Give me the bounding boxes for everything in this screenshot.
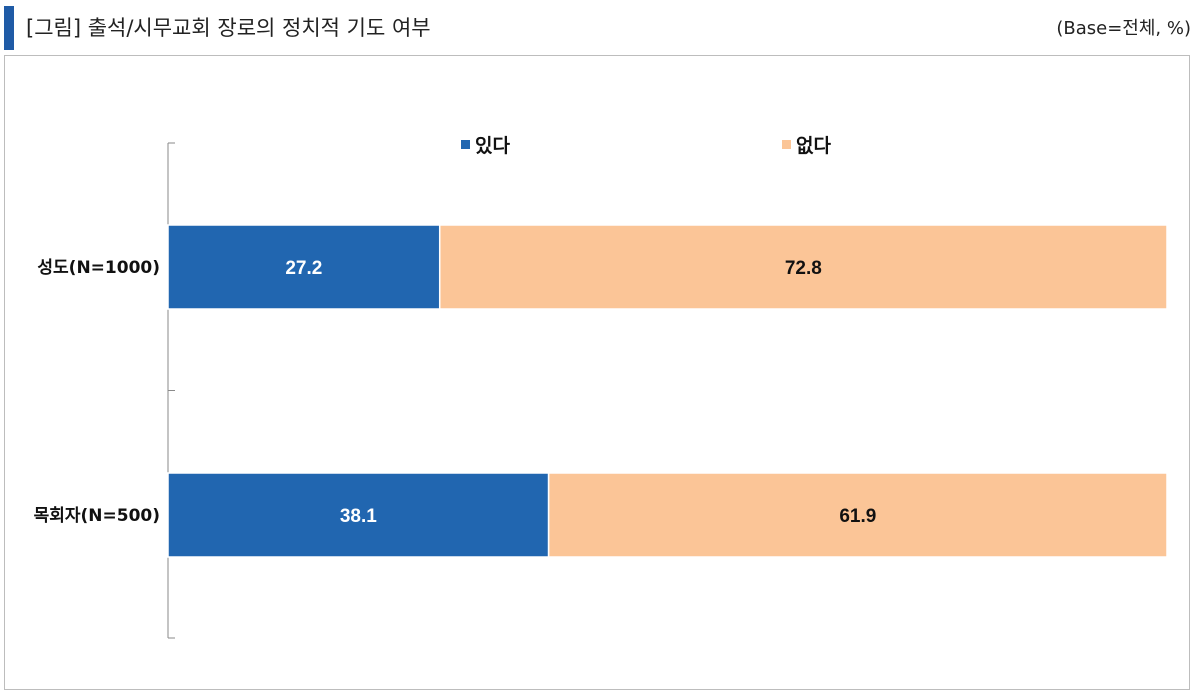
bar-segment (438, 224, 1168, 310)
data-label: 61.9 (839, 506, 876, 527)
legend-swatch (782, 140, 791, 149)
base-note: (Base=전체, %) (1056, 18, 1191, 39)
data-label: 27.2 (285, 258, 322, 279)
category-label: 성도(N=1000) (37, 258, 160, 278)
chart-title: [그림] 출석/시무교회 장로의 정치적 기도 여부 (26, 16, 431, 40)
chart-header: [그림] 출석/시무교회 장로의 정치적 기도 여부 (Base=전체, %) (0, 0, 1201, 54)
title-accent-bar (4, 6, 14, 50)
legend-label: 없다 (796, 135, 831, 157)
bar-segment (547, 472, 1168, 558)
legend-label: 있다 (475, 135, 510, 157)
chart-frame (4, 55, 1190, 690)
data-label: 72.8 (785, 258, 822, 279)
legend-swatch (461, 140, 470, 149)
bar-segment (167, 472, 550, 558)
data-label: 38.1 (340, 506, 377, 527)
category-label: 목회자(N=500) (34, 506, 160, 526)
